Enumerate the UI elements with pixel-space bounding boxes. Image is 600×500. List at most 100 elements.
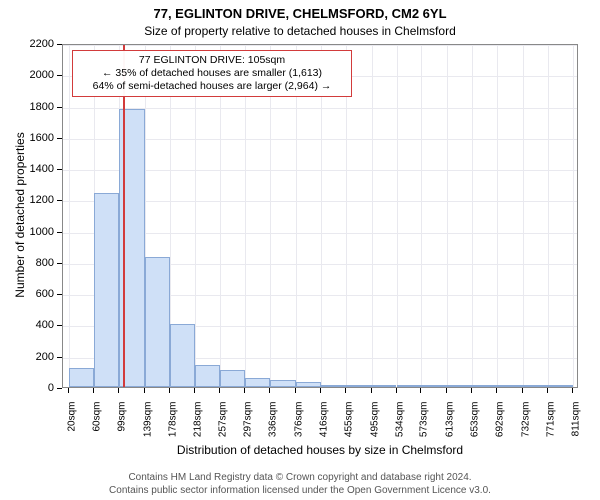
x-tick <box>219 388 220 393</box>
gridline-v <box>421 45 422 387</box>
y-tick-label: 600 <box>0 288 54 300</box>
histogram-bar <box>270 380 295 387</box>
gridline-v <box>472 45 473 387</box>
histogram-bar <box>195 365 220 387</box>
x-tick <box>295 388 296 393</box>
x-tick <box>547 388 548 393</box>
x-tick-label: 336sqm <box>268 402 279 438</box>
histogram-bar <box>69 368 94 387</box>
x-tick <box>144 388 145 393</box>
y-tick-label: 1800 <box>0 101 54 113</box>
y-tick-label: 1200 <box>0 194 54 206</box>
footer-line-1: Contains HM Land Registry data © Crown c… <box>0 472 600 483</box>
x-tick-label: 257sqm <box>218 402 229 438</box>
x-tick <box>396 388 397 393</box>
x-tick-label: 416sqm <box>319 402 330 438</box>
page-root: 77, EGLINTON DRIVE, CHELMSFORD, CM2 6YL … <box>0 0 600 500</box>
y-tick <box>57 200 62 201</box>
histogram-bar <box>145 257 170 387</box>
gridline-v <box>497 45 498 387</box>
x-tick-label: 455sqm <box>344 402 355 438</box>
histogram-bar <box>296 382 321 387</box>
annotation-line-1: 77 EGLINTON DRIVE: 105sqm <box>79 54 345 67</box>
x-tick-label: 811sqm <box>571 402 582 437</box>
gridline-v <box>69 45 70 387</box>
histogram-bar <box>346 385 371 387</box>
y-tick <box>57 44 62 45</box>
histogram-bar <box>523 385 548 387</box>
x-tick <box>68 388 69 393</box>
y-tick <box>57 325 62 326</box>
histogram-bar <box>472 385 497 387</box>
x-tick <box>572 388 573 393</box>
x-tick <box>244 388 245 393</box>
x-tick-label: 139sqm <box>142 402 153 438</box>
x-tick <box>496 388 497 393</box>
x-tick <box>320 388 321 393</box>
y-tick <box>57 232 62 233</box>
y-tick-label: 1400 <box>0 163 54 175</box>
x-tick <box>471 388 472 393</box>
x-tick-label: 20sqm <box>67 402 78 432</box>
gridline-v <box>372 45 373 387</box>
histogram-bar <box>170 324 195 387</box>
x-tick-label: 495sqm <box>369 402 380 438</box>
x-tick-label: 653sqm <box>470 402 481 438</box>
y-tick <box>57 138 62 139</box>
gridline-v <box>523 45 524 387</box>
y-tick-label: 1600 <box>0 132 54 144</box>
y-tick-label: 200 <box>0 351 54 363</box>
x-tick <box>371 388 372 393</box>
x-tick-label: 573sqm <box>419 402 430 438</box>
histogram-bar <box>372 385 397 387</box>
annotation-line-3: 64% of semi-detached houses are larger (… <box>79 80 345 93</box>
gridline-v <box>548 45 549 387</box>
x-tick <box>169 388 170 393</box>
x-tick <box>446 388 447 393</box>
x-tick-label: 178sqm <box>167 402 178 438</box>
histogram-bar <box>220 370 245 387</box>
x-tick <box>194 388 195 393</box>
histogram-bar <box>321 385 346 387</box>
y-tick <box>57 388 62 389</box>
y-tick-label: 2000 <box>0 69 54 81</box>
histogram-bar <box>497 385 522 387</box>
x-tick-label: 534sqm <box>394 402 405 438</box>
x-tick-label: 297sqm <box>243 402 254 438</box>
histogram-bar <box>397 385 422 387</box>
y-tick-label: 2200 <box>0 38 54 50</box>
histogram-bar <box>447 385 472 387</box>
x-tick-label: 613sqm <box>444 402 455 438</box>
histogram-bar <box>548 385 573 387</box>
page-subtitle: Size of property relative to detached ho… <box>0 24 600 38</box>
y-tick <box>57 357 62 358</box>
x-tick-label: 60sqm <box>92 402 103 432</box>
x-tick <box>269 388 270 393</box>
x-tick-label: 376sqm <box>293 402 304 438</box>
x-tick-label: 99sqm <box>117 402 128 432</box>
x-tick <box>118 388 119 393</box>
footer-line-2: Contains public sector information licen… <box>0 485 600 496</box>
x-tick-label: 732sqm <box>520 402 531 438</box>
histogram-bar <box>245 378 270 387</box>
y-tick <box>57 294 62 295</box>
gridline-v <box>573 45 574 387</box>
y-tick-label: 400 <box>0 319 54 331</box>
x-axis-label: Distribution of detached houses by size … <box>62 443 578 457</box>
x-tick <box>522 388 523 393</box>
gridline-v <box>447 45 448 387</box>
x-tick-label: 692sqm <box>495 402 506 438</box>
histogram-bar <box>94 193 119 387</box>
x-tick <box>345 388 346 393</box>
annotation-line-2: ← 35% of detached houses are smaller (1,… <box>79 67 345 80</box>
page-title: 77, EGLINTON DRIVE, CHELMSFORD, CM2 6YL <box>0 6 600 21</box>
y-tick <box>57 107 62 108</box>
y-tick <box>57 75 62 76</box>
histogram-bar <box>421 385 446 387</box>
y-tick <box>57 169 62 170</box>
x-tick-label: 771sqm <box>545 402 556 438</box>
y-tick-label: 1000 <box>0 226 54 238</box>
y-tick-label: 800 <box>0 257 54 269</box>
gridline-v <box>397 45 398 387</box>
y-tick <box>57 263 62 264</box>
